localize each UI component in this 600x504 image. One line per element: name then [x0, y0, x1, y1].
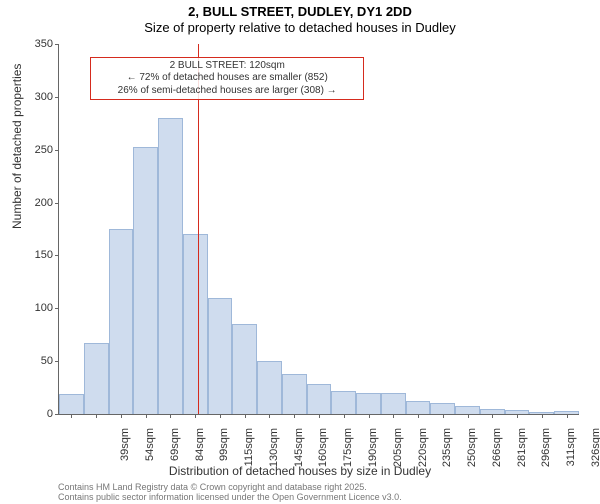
x-tick-mark	[294, 414, 295, 418]
y-tick-label: 0	[23, 408, 53, 420]
histogram-bar	[232, 324, 257, 414]
chart-title-main: 2, BULL STREET, DUDLEY, DY1 2DD	[0, 4, 600, 19]
histogram-bar	[84, 343, 109, 414]
histogram-bar	[331, 391, 356, 414]
histogram-bar	[282, 374, 307, 414]
x-tick-mark	[170, 414, 171, 418]
y-tick-mark	[55, 308, 59, 309]
histogram-bar	[183, 234, 208, 414]
y-tick-mark	[55, 255, 59, 256]
y-tick-mark	[55, 44, 59, 45]
annotation-line: 26% of semi-detached houses are larger (…	[97, 85, 357, 98]
x-axis-label: Distribution of detached houses by size …	[0, 464, 600, 478]
x-tick-mark	[195, 414, 196, 418]
x-tick-mark	[492, 414, 493, 418]
x-tick-mark	[146, 414, 147, 418]
x-tick-mark	[220, 414, 221, 418]
plot-area: 05010015020025030035039sqm54sqm69sqm84sq…	[58, 44, 578, 414]
x-tick-mark	[245, 414, 246, 418]
histogram-bar	[59, 394, 84, 414]
x-tick-mark	[468, 414, 469, 418]
histogram-bar	[109, 229, 134, 414]
histogram-bar	[455, 406, 480, 414]
histogram-bar	[406, 401, 431, 414]
y-tick-label: 150	[23, 249, 53, 261]
annotation-line: 2 BULL STREET: 120sqm	[97, 60, 357, 73]
y-tick-mark	[55, 150, 59, 151]
y-tick-mark	[55, 97, 59, 98]
x-tick-mark	[567, 414, 568, 418]
x-tick-mark	[443, 414, 444, 418]
chart-inner: 05010015020025030035039sqm54sqm69sqm84sq…	[58, 44, 579, 415]
histogram-bar	[307, 384, 332, 414]
y-tick-label: 50	[23, 355, 53, 367]
x-tick-mark	[418, 414, 419, 418]
y-tick-mark	[55, 361, 59, 362]
x-tick-mark	[96, 414, 97, 418]
y-tick-label: 200	[23, 197, 53, 209]
x-tick-mark	[344, 414, 345, 418]
chart-title-sub: Size of property relative to detached ho…	[0, 20, 600, 35]
x-tick-mark	[542, 414, 543, 418]
x-tick-mark	[517, 414, 518, 418]
y-tick-label: 350	[23, 38, 53, 50]
y-axis-label: Number of detached properties	[10, 64, 24, 229]
annotation-line: ← 72% of detached houses are smaller (85…	[97, 72, 357, 85]
histogram-bar	[430, 403, 455, 414]
y-tick-label: 300	[23, 91, 53, 103]
footer-line2: Contains public sector information licen…	[58, 492, 402, 502]
x-tick-mark	[319, 414, 320, 418]
x-tick-mark	[121, 414, 122, 418]
x-tick-mark	[369, 414, 370, 418]
histogram-bar	[381, 393, 406, 414]
annotation-box: 2 BULL STREET: 120sqm← 72% of detached h…	[90, 57, 364, 101]
histogram-bar	[158, 118, 183, 414]
histogram-bar	[257, 361, 282, 414]
footer-line1: Contains HM Land Registry data © Crown c…	[58, 482, 402, 492]
x-tick-mark	[393, 414, 394, 418]
x-tick-mark	[269, 414, 270, 418]
y-tick-mark	[55, 414, 59, 415]
histogram-bar	[208, 298, 233, 414]
x-tick-mark	[71, 414, 72, 418]
histogram-bar	[356, 393, 381, 414]
y-tick-label: 250	[23, 144, 53, 156]
y-tick-label: 100	[23, 302, 53, 314]
histogram-bar	[133, 147, 158, 414]
y-tick-mark	[55, 203, 59, 204]
